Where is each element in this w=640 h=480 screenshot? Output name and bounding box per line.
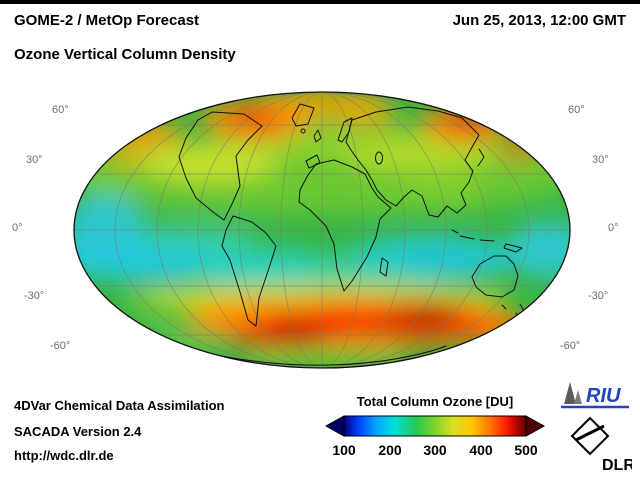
riu-text: RIU <box>586 385 621 407</box>
riu-spire2-icon <box>574 390 582 404</box>
lat-label-left-0: 0° <box>12 222 23 234</box>
dlr-logo: DLR <box>570 416 632 474</box>
riu-logo: RIU <box>561 382 629 409</box>
colorbar-tick-100: 100 <box>332 442 356 458</box>
colorbar-tick-400: 400 <box>469 442 493 458</box>
ozone-field <box>74 92 570 368</box>
lat-label-right-m30: -30° <box>588 290 609 302</box>
colorbar-title: Total Column Ozone [DU] <box>356 394 514 409</box>
credit-line-version: SACADA Version 2.4 <box>14 424 142 439</box>
colorbar-tick-200: 200 <box>378 442 402 458</box>
lat-label-left-m30: -30° <box>24 290 45 302</box>
colorbar-left-arrow <box>324 415 345 437</box>
colorbar-gradient <box>343 415 527 437</box>
colorbar-tick-500: 500 <box>514 442 538 458</box>
colorbar <box>324 415 546 437</box>
lat-label-left-60: 60° <box>52 104 69 116</box>
page-subtitle: Ozone Vertical Column Density <box>14 46 236 63</box>
lat-label-right-0: 0° <box>608 222 619 234</box>
top-border-bar <box>0 0 640 4</box>
page-title: GOME-2 / MetOp Forecast <box>14 12 200 29</box>
colorbar-tick-300: 300 <box>423 442 447 458</box>
dlr-text: DLR <box>602 457 632 474</box>
graticule-lines <box>74 92 570 368</box>
credit-line-assimilation: 4DVar Chemical Data Assimilation <box>14 398 225 413</box>
dlr-emblem-icon <box>570 416 610 456</box>
credit-line-url: http://wdc.dlr.de <box>14 448 114 463</box>
lat-label-right-m60: -60° <box>560 340 581 352</box>
colorbar-right-arrow <box>525 415 546 437</box>
lat-label-right-60: 60° <box>568 104 585 116</box>
lat-label-right-30: 30° <box>592 154 609 166</box>
lat-label-left-m60: -60° <box>50 340 71 352</box>
lat-label-left-30: 30° <box>26 154 43 166</box>
datetime-label: Jun 25, 2013, 12:00 GMT <box>452 12 626 29</box>
globe-outline <box>73 91 571 369</box>
riu-spire-icon <box>564 382 576 404</box>
